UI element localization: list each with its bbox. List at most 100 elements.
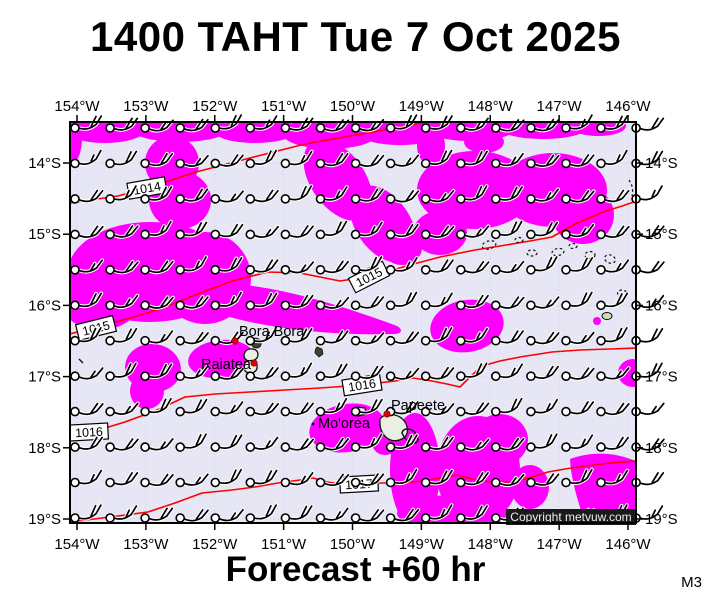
wind-barb-shaft [393, 331, 420, 345]
station-circle [561, 442, 571, 452]
station-circle [245, 194, 256, 204]
station-circle [315, 229, 326, 240]
wind-barb [105, 401, 140, 417]
station-circle [280, 158, 291, 169]
precip-area [130, 373, 164, 409]
wind-barb-shaft [78, 149, 102, 165]
wind-barb [455, 184, 489, 204]
wind-barb-shaft [569, 367, 595, 380]
atoll-outline [551, 247, 565, 257]
lat-label-left: 16°S [28, 297, 61, 314]
wind-barb [315, 396, 349, 417]
wind-barb-shaft [323, 507, 349, 521]
station-circle [175, 406, 185, 417]
wind-barb-shaft [499, 152, 524, 167]
station-circle [245, 477, 256, 488]
wind-barb [350, 472, 386, 488]
station-circle [596, 264, 606, 275]
station-circle [105, 123, 115, 133]
wind-barb-shaft [393, 223, 419, 238]
place-label: Mo'orea [318, 416, 371, 432]
lon-label-bottom: 150°W [330, 536, 376, 553]
station-circle [140, 477, 150, 488]
station-circle [420, 264, 431, 275]
wind-barb-shaft [534, 296, 560, 309]
station-circle [490, 158, 501, 169]
station-circle [140, 513, 150, 523]
station-circle [596, 158, 606, 169]
wind-barb-shaft [569, 223, 595, 238]
station-circle [526, 371, 536, 382]
wind-barb-shaft [393, 434, 418, 449]
wind-barb [105, 504, 139, 523]
station-circle [315, 158, 326, 169]
wind-barb [350, 294, 386, 311]
wind-barb [280, 224, 315, 240]
wind-barb-shaft [218, 401, 244, 415]
wind-barb [561, 366, 596, 382]
wind-barb [490, 118, 526, 133]
wind-barb [245, 503, 279, 523]
wind-barb-shaft [253, 366, 279, 380]
lat-label-right: 14°S [645, 155, 678, 172]
wind-barb-shaft [323, 220, 348, 236]
wind-barb-shaft [534, 221, 559, 237]
station-circle [315, 264, 326, 275]
wind-barb [526, 330, 561, 346]
station-circle [280, 194, 291, 204]
station-circle [561, 194, 571, 204]
wind-barb-shaft [358, 509, 385, 522]
station-circle [245, 406, 256, 417]
station-circle [455, 442, 466, 452]
wind-barb-shaft [113, 327, 138, 343]
wind-barb [385, 255, 419, 275]
wind-barb [455, 116, 490, 133]
wind-barb [385, 433, 419, 452]
wind-barb [420, 435, 455, 452]
wind-barb [210, 433, 244, 452]
wind-barb-shaft [464, 402, 490, 415]
station-circle [175, 229, 185, 240]
lon-label-top: 150°W [330, 98, 376, 115]
wind-barb [420, 188, 456, 204]
wind-barb [526, 295, 561, 311]
station-circle [420, 229, 431, 240]
wind-barb-shaft [218, 468, 242, 485]
wind-barb-shaft [429, 504, 453, 520]
wind-barb [526, 153, 561, 169]
wind-barb-shaft [253, 259, 279, 273]
wind-barb [140, 396, 173, 417]
wind-barb [490, 185, 524, 204]
wind-barb-shaft [288, 294, 314, 309]
station-circle [455, 194, 466, 204]
wind-barb [175, 397, 209, 417]
wind-barb [385, 400, 420, 417]
wind-barb [70, 366, 105, 382]
wind-barb-shaft [218, 434, 243, 449]
wind-barb-shaft [323, 437, 350, 451]
wind-barb [140, 295, 175, 311]
wind-barb [420, 291, 454, 311]
wind-barb [280, 149, 314, 169]
lat-label-left: 15°S [28, 226, 61, 243]
station-circle [280, 264, 291, 275]
station-circle [105, 264, 115, 275]
station-circle [70, 477, 80, 488]
station-circle [455, 229, 466, 240]
wind-barb-shaft [218, 223, 244, 238]
station-circle [526, 158, 536, 169]
wind-barb-shaft [288, 185, 313, 201]
copyright-box [506, 509, 636, 525]
wind-barb [245, 435, 280, 452]
wind-barb [561, 433, 595, 452]
wind-barb-shaft [183, 296, 209, 309]
wind-barb [245, 258, 280, 275]
lat-label-right: 16°S [645, 297, 678, 314]
station-circle [175, 335, 185, 346]
wind-barb [175, 117, 210, 133]
wind-barb-shaft [428, 403, 455, 416]
wind-barb-shaft [393, 291, 418, 307]
wind-barb [385, 222, 420, 240]
wind-barb-shaft [569, 257, 594, 272]
wind-barb [385, 366, 421, 382]
